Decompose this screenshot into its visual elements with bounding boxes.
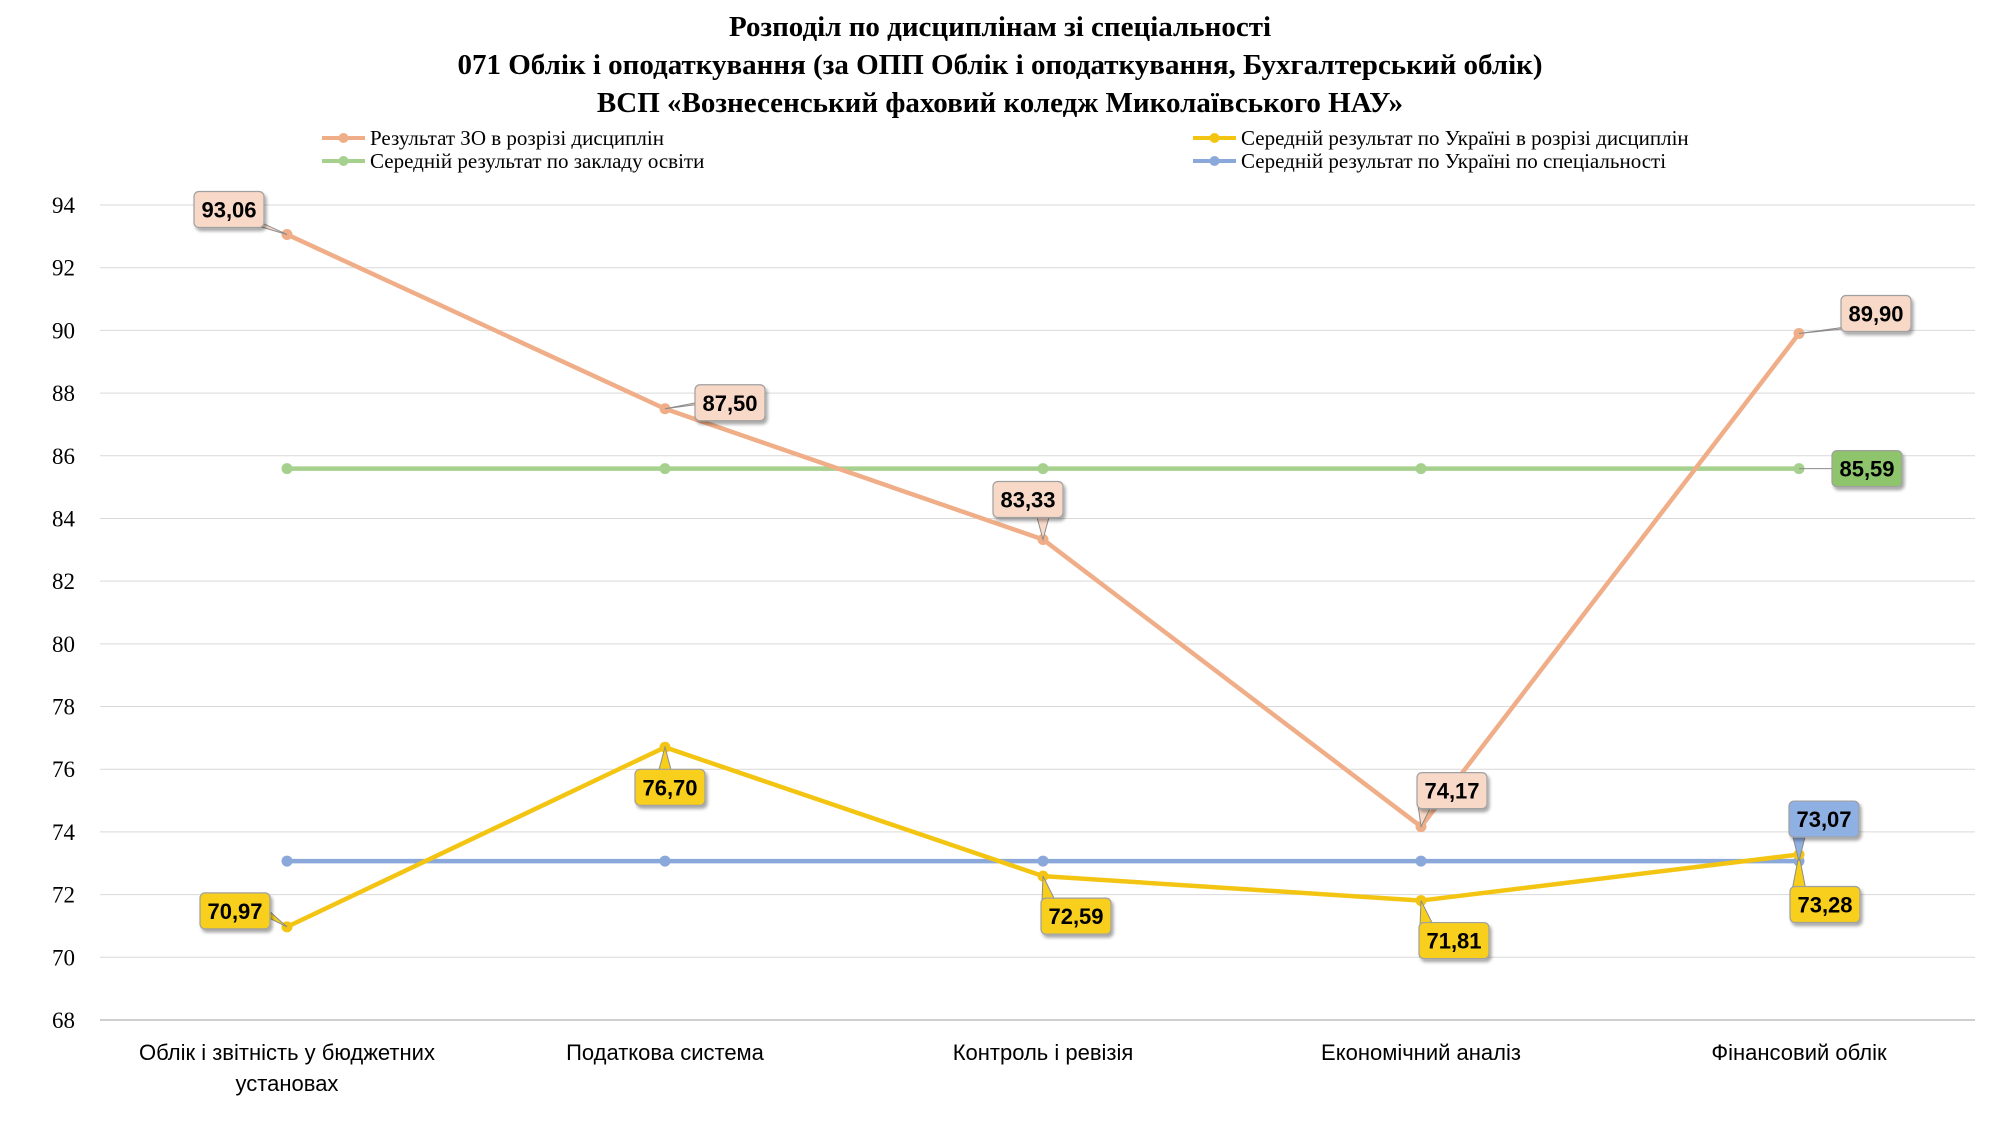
data-point (1037, 855, 1049, 867)
data-label-box (634, 768, 706, 806)
series-3 (281, 463, 1805, 475)
y-tick-label: 84 (52, 506, 76, 531)
legend-label: Середній результат по Україні по спеціал… (1241, 149, 1666, 173)
y-tick-label: 90 (52, 318, 75, 343)
data-label-box (199, 892, 271, 930)
data-point (1415, 463, 1427, 475)
data-label-box (1416, 771, 1488, 810)
data-point (1415, 855, 1427, 867)
x-tick-label: Контроль і ревізія (953, 1040, 1134, 1065)
data-label: 89,90 (1798, 294, 1912, 335)
data-label: 74,17 (1416, 771, 1488, 829)
data-label-text: 83,33 (1000, 487, 1055, 512)
series-4 (281, 855, 1805, 867)
legend-label: Середній результат по Україні в розрізі … (1241, 126, 1689, 150)
chart-title: Розподіл по дисциплінам зі спеціальності… (458, 11, 1543, 119)
legend-label: Результат ЗО в розрізі дисциплін (370, 126, 664, 150)
x-tick-label: Економічний аналіз (1321, 1040, 1521, 1065)
legend-item-2: Середній результат по Україні в розрізі … (1193, 126, 1689, 150)
data-labels: 93,06 87,50 83,33 74,17 89,90 70,97 76,70 72,59… (193, 190, 1912, 960)
legend-marker (1209, 133, 1220, 143)
data-label-box (193, 190, 265, 229)
x-tick-label: Фінансовий облік (1711, 1040, 1887, 1065)
data-point (659, 463, 671, 475)
y-tick-label: 78 (52, 695, 75, 720)
data-label-text: 72,59 (1048, 904, 1103, 929)
data-label-text: 87,50 (702, 391, 757, 416)
legend-marker (1209, 156, 1220, 166)
y-tick-label: 80 (52, 632, 75, 657)
data-label-text: 74,17 (1424, 779, 1479, 804)
y-tick-label: 76 (52, 757, 75, 782)
data-label: 87,50 (664, 384, 766, 422)
data-label-box (1418, 921, 1490, 960)
data-label: 73,07 (1788, 800, 1860, 862)
data-label-text: 73,07 (1796, 807, 1851, 832)
y-tick-label: 82 (52, 569, 75, 594)
data-label-box (1040, 897, 1112, 935)
data-label: 83,33 (992, 480, 1064, 542)
chart-title-line-3: ВСП «Вознесенський фаховий коледж Микола… (597, 87, 1403, 119)
y-tick-label: 70 (52, 945, 75, 970)
data-point (281, 463, 293, 475)
data-label: 85,59 (1799, 450, 1903, 488)
y-tick-label: 88 (52, 381, 75, 406)
legend-marker (338, 156, 349, 166)
y-tick-label: 72 (52, 883, 75, 908)
data-label-text: 73,28 (1797, 892, 1852, 917)
chart-title-line-1: Розподіл по дисциплінам зі спеціальності (729, 11, 1271, 43)
data-label: 73,28 (1789, 854, 1861, 924)
y-tick-label: 92 (52, 256, 75, 281)
data-label: 93,06 (193, 190, 288, 235)
x-axis: Облік і звітність у бюджетних установах По… (139, 1040, 1887, 1096)
x-tick-label: Облік і звітність у бюджетних (139, 1040, 435, 1065)
data-label: 76,70 (634, 745, 706, 806)
gridlines (100, 204, 1975, 1021)
data-label-text: 70,97 (207, 899, 262, 924)
legend-item-4: Середній результат по Україні по спеціал… (1193, 149, 1666, 173)
data-label-box (1789, 885, 1861, 924)
data-label-box (992, 480, 1064, 519)
y-tick-label: 74 (52, 820, 76, 845)
legend-item-3: Середній результат по закладу освіти (322, 149, 704, 173)
data-label-text: 85,59 (1839, 457, 1894, 482)
legend-item-1: Результат ЗО в розрізі дисциплін (322, 126, 664, 150)
data-label-text: 76,70 (642, 775, 697, 800)
data-point (281, 855, 293, 867)
data-label: 72,59 (1040, 875, 1112, 935)
y-tick-label: 94 (52, 193, 76, 218)
data-label-box (1788, 800, 1860, 838)
data-label-box (694, 384, 766, 422)
y-tick-label: 86 (52, 444, 75, 469)
data-point (1037, 463, 1049, 475)
y-tick-label: 68 (52, 1008, 75, 1033)
data-label-text: 89,90 (1848, 302, 1903, 327)
data-point (659, 855, 671, 867)
legend-label: Середній результат по закладу освіти (370, 149, 704, 173)
legend: Результат ЗО в розрізі дисциплін Середній… (322, 126, 1689, 173)
data-label-text: 93,06 (201, 197, 256, 222)
data-label: 70,97 (199, 892, 288, 930)
data-label-box (1831, 450, 1903, 488)
y-axis: 68 70 72 74 76 78 80 82 84 86 88 90 92 94 (52, 193, 76, 1033)
chart-title-line-2: 071 Облік і оподаткування (за ОПП Облік … (458, 49, 1543, 81)
data-label: 71,81 (1418, 900, 1490, 960)
legend-marker (338, 133, 349, 143)
data-label-box (1840, 294, 1912, 333)
data-label-text: 71,81 (1426, 929, 1481, 954)
x-tick-label: установах (236, 1071, 339, 1096)
x-tick-label: Податкова система (566, 1040, 765, 1065)
